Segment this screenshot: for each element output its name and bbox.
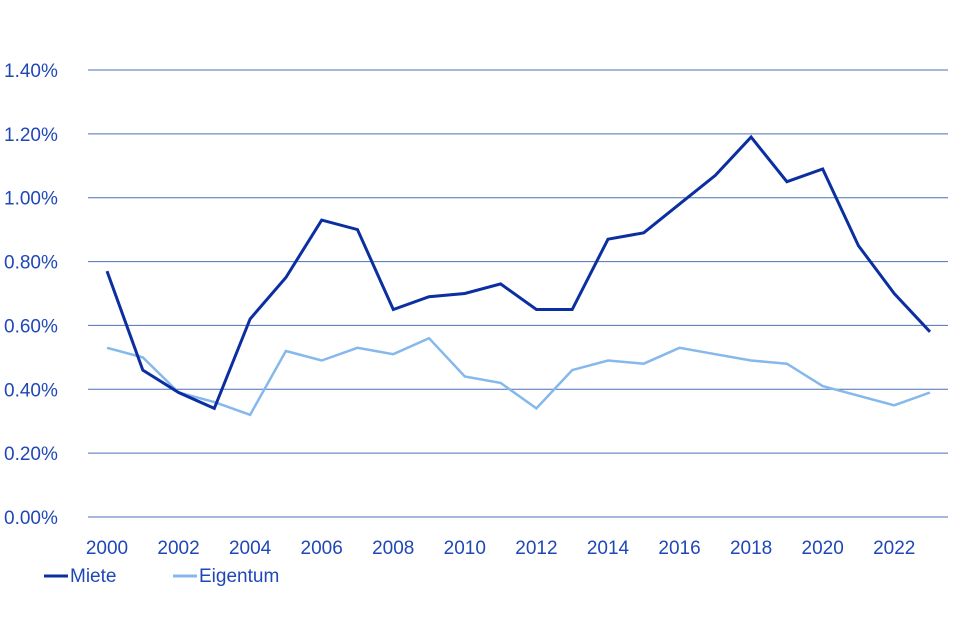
y-tick-label: 1.40% <box>4 61 58 82</box>
y-tick-label: 0.80% <box>4 253 58 274</box>
series-lines <box>105 134 932 417</box>
x-axis-tick-labels: 2000 2002 2004 2006 2008 2010 2012 2014 2016 2018… <box>86 538 915 559</box>
gridlines <box>88 69 948 518</box>
series-line-eigentum <box>106 336 931 417</box>
legend: Miete Eigentum <box>44 566 279 587</box>
x-tick-label: 2004 <box>229 538 272 559</box>
y-tick-label: 1.00% <box>4 189 58 210</box>
x-tick-label: 2010 <box>444 538 486 559</box>
x-tick-label: 2022 <box>873 538 915 559</box>
series-line-miete <box>105 134 932 411</box>
x-tick-label: 2014 <box>587 538 630 559</box>
x-tick-label: 2000 <box>86 538 128 559</box>
y-tick-label: 0.20% <box>4 444 58 465</box>
y-axis-tick-labels: 0.00% 0.20% 0.40% 0.60% 0.80% 1.00% 1.20% 1.40% <box>4 61 58 529</box>
y-tick-label: 1.20% <box>4 125 58 146</box>
x-tick-label: 2002 <box>157 538 199 559</box>
legend-label-miete: Miete <box>70 566 116 587</box>
x-tick-label: 2008 <box>372 538 414 559</box>
y-tick-label: 0.60% <box>4 316 58 337</box>
y-tick-label: 0.40% <box>4 380 58 401</box>
x-tick-label: 2006 <box>301 538 343 559</box>
x-tick-label: 2020 <box>802 538 844 559</box>
x-tick-label: 2018 <box>730 538 772 559</box>
x-tick-label: 2012 <box>515 538 557 559</box>
y-tick-label: 0.00% <box>4 508 58 529</box>
x-tick-label: 2016 <box>658 538 700 559</box>
legend-label-eigentum: Eigentum <box>199 566 279 587</box>
